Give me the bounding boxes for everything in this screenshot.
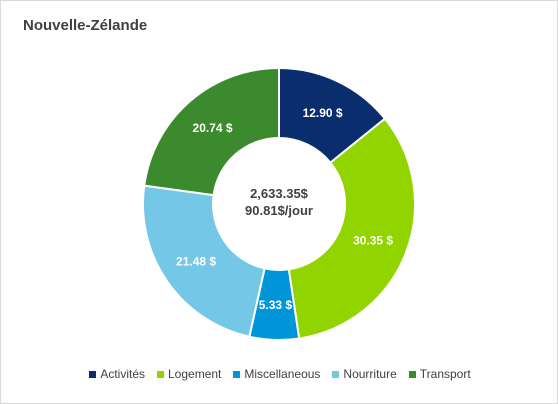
chart-legend: Activités Logement Miscellaneous Nourrit…: [1, 367, 558, 381]
chart-title: Nouvelle-Zélande: [23, 17, 148, 34]
slice-transport: [143, 66, 280, 197]
slice-logement: [287, 117, 416, 340]
legend-label-miscellaneous: Miscellaneous: [244, 367, 321, 381]
data-label-transport: 20.74 $: [193, 121, 233, 135]
donut-chart: 12.90 $ 30.35 $ 5.33 $ 21.48 $ 20.74 $ 2,633…: [142, 66, 416, 341]
legend-label-activites: Activités: [100, 367, 145, 381]
data-label-nourriture: 21.48 $: [176, 255, 216, 269]
legend-item-transport: Transport: [408, 367, 471, 381]
legend-swatch-miscellaneous: [233, 370, 241, 378]
legend-swatch-logement: [157, 370, 164, 378]
data-label-miscellaneous: 5.33 $: [259, 298, 293, 312]
center-per-day: 90.81$/jour: [245, 203, 313, 218]
legend-label-logement: Logement: [168, 367, 222, 381]
legend-label-nourriture: Nourriture: [343, 367, 397, 381]
legend-swatch-nourriture: [332, 370, 340, 378]
legend-swatch-activites: [89, 370, 97, 378]
slice-nourriture: [142, 184, 266, 338]
legend-item-logement: Logement: [157, 367, 221, 381]
legend-label-transport: Transport: [419, 367, 471, 381]
center-total: 2,633.35$: [250, 186, 309, 201]
legend-item-nourriture: Nourriture: [332, 367, 397, 381]
legend-item-miscellaneous: Miscellaneous: [233, 367, 320, 381]
legend-item-activites: Activités: [89, 367, 145, 381]
legend-swatch-transport: [408, 370, 416, 378]
data-label-logement: 30.35 $: [353, 234, 393, 248]
data-label-activites: 12.90 $: [303, 106, 343, 120]
